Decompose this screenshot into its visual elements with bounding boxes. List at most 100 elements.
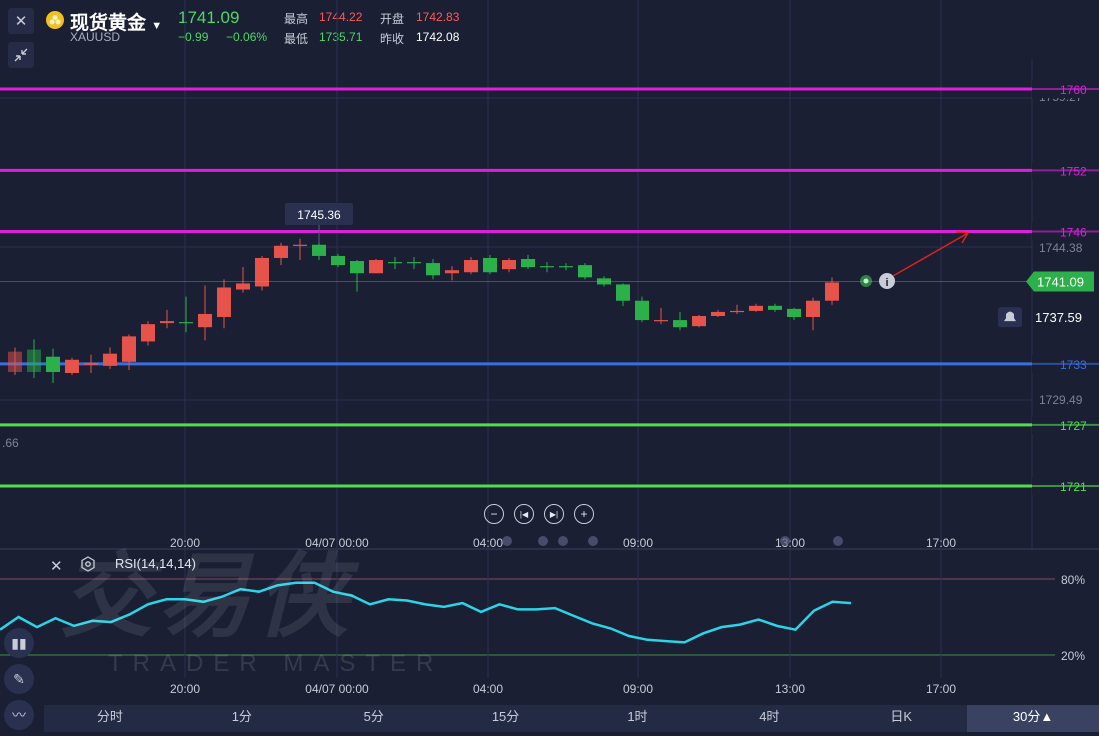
rsi-title: RSI(14,14,14) [115,556,196,571]
trend-arrow [892,232,969,277]
event-marker[interactable] [538,536,548,546]
candle-body [825,282,839,301]
x-tick-label: 04:00 [473,536,503,550]
rsi-x-tick-label: 20:00 [170,682,200,696]
event-marker[interactable] [558,536,568,546]
tab-timeshare[interactable]: 分时 [96,709,123,724]
y-tick-label: 1729.49 [1039,393,1083,407]
step-forward-button[interactable]: ▶| [544,504,564,524]
zoom-out-button[interactable]: − [484,504,504,524]
level-label: 1760 [1060,83,1087,97]
low-value: 1735.71 [319,30,363,44]
skip-back-icon: |◀ [519,509,529,519]
candle-body [217,287,231,318]
level-label: 1752 [1060,164,1087,178]
gold-coin-icon [46,11,64,29]
tab-15m[interactable]: 15分 [491,709,520,724]
close-icon: ✕ [14,13,28,30]
candle-body [540,266,554,268]
minus-icon: − [490,507,498,521]
tab-1m[interactable]: 1分 [231,709,252,724]
trend-tool[interactable]: 〰 [4,700,34,730]
tab-1h[interactable]: 1时 [627,709,648,724]
pencil-icon: ✎ [13,670,25,687]
event-marker[interactable] [502,536,512,546]
candle-body [27,349,41,372]
last-price: 1741.09 [178,8,240,27]
level-label: 1721 [1060,480,1087,494]
skip-forward-icon: ▶| [549,509,559,519]
candle-body [806,300,820,318]
event-marker[interactable] [588,536,598,546]
candle-body [502,260,516,270]
prev-close-label: 昨收 [380,32,405,46]
candle-body [407,262,421,264]
collapse-button[interactable] [8,42,34,68]
candle-body [198,313,212,328]
x-tick-label: 04/07 00:00 [305,536,369,550]
side-toolbar: ▮▮ ✎ 〰 [4,628,34,736]
live-dot [863,278,869,284]
rsi-chart[interactable]: 80% 20% 20:00 04/07 00:00 04:00 09:00 13:00 17:… [0,550,1099,705]
rsi-x-tick-label: 04/07 00:00 [305,682,369,696]
candle-body [350,261,364,274]
step-back-button[interactable]: |◀ [514,504,534,524]
candle-body [369,260,383,274]
current-price-tag [1026,271,1094,292]
watermark-text: TRADER MASTER [108,650,444,677]
current-price-label: 1741.09 [1037,274,1084,289]
draw-tool[interactable]: ✎ [4,664,34,694]
x-tick-label: 09:00 [623,536,653,550]
level-label: 1727 [1060,419,1087,433]
rsi-x-tick-label: 17:00 [926,682,956,696]
high-annotation-label: 1745.36 [297,208,341,222]
open-value: 1742.83 [416,10,460,24]
alert-price-label: 1737.59 [1035,310,1082,325]
candle-body [274,245,288,258]
candle-body [255,257,269,287]
candle-body [711,311,725,317]
level-label: 1746 [1060,226,1087,240]
rsi-x-tick-label: 04:00 [473,682,503,696]
high-annotation-box [285,203,353,225]
candle-body [654,320,668,322]
candle-body [426,263,440,276]
candle-body [787,308,801,318]
info-icon[interactable] [879,273,895,289]
quote-header: ✕ 现货黄金 ▼ XAUUSD 1741.09 −0.99 −0.06% 最高 … [0,0,1099,68]
watermark-logo: 交易侠 [60,546,355,648]
instrument-symbol: XAUUSD [70,30,121,44]
zoom-in-button[interactable]: + [574,504,594,524]
candle-body [293,244,307,246]
candle-body [578,265,592,278]
instrument-title[interactable]: 现货黄金 ▼ [70,13,163,34]
trend-icon: 〰 [12,707,26,723]
chart-nav-controls: − |◀ ▶| + [484,504,594,524]
price-change-percent: −0.06% [226,30,268,44]
candle-body [331,255,345,266]
prev-close-value: 1742.08 [416,30,460,44]
candle-body [768,305,782,310]
info-glyph: i [885,277,888,289]
candle-body [673,320,687,328]
tab-30m[interactable]: 30分▲ [967,705,1099,732]
candle-body [692,316,706,327]
close-button[interactable]: ✕ [8,8,34,34]
event-marker[interactable] [780,536,790,546]
x-tick-label: 17:00 [926,536,956,550]
high-value: 1744.22 [319,10,363,24]
tab-day[interactable]: 日K [890,709,913,724]
rsi-settings-icon[interactable] [80,556,96,577]
rsi-close-icon[interactable]: ✕ [50,558,63,575]
indicator-tool[interactable]: ▮▮ [4,628,34,658]
event-marker[interactable] [833,536,843,546]
x-tick-label: 20:00 [170,536,200,550]
open-label: 开盘 [380,12,405,26]
tab-5m[interactable]: 5分 [363,709,384,724]
plus-icon: + [580,507,588,521]
tab-4h[interactable]: 4时 [759,709,780,724]
candle-body [521,258,535,268]
high-label: 最高 [284,12,309,26]
candle-body [559,266,573,268]
